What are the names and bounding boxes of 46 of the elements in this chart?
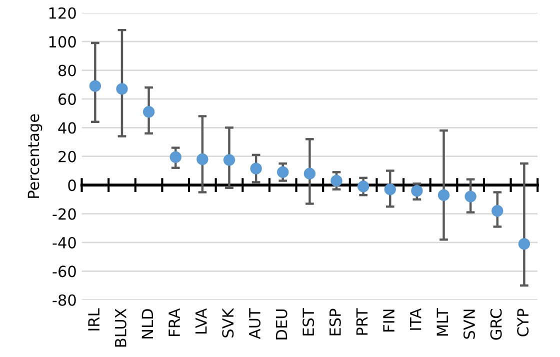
y-tick-label: 100 xyxy=(49,36,76,48)
point xyxy=(223,154,236,166)
y-tick-label: -80 xyxy=(52,294,76,306)
x-tick-label: ITA xyxy=(410,308,422,330)
x-tick-label: FIN xyxy=(383,310,394,332)
x-tick-label: IRL xyxy=(88,308,100,330)
y-tick-label: 60 xyxy=(58,93,76,105)
y-tick-label: 80 xyxy=(58,64,76,76)
y-tick-label: 120 xyxy=(49,7,76,19)
x-tick-label: PRT xyxy=(356,308,368,335)
y-tick-label: -60 xyxy=(52,266,76,278)
point xyxy=(518,238,530,250)
x-tick-label: GRC xyxy=(490,309,502,340)
y-tick-label: -40 xyxy=(52,236,76,248)
point xyxy=(492,205,504,217)
y-tick-label: 0 xyxy=(68,180,76,192)
x-tick-label: AUT xyxy=(249,308,260,340)
point xyxy=(116,83,128,95)
x-tick-label: MLT xyxy=(436,308,448,336)
point xyxy=(250,162,262,174)
x-tick-label: ESP xyxy=(329,308,341,336)
point xyxy=(357,180,370,192)
x-tick-label: SVK xyxy=(222,308,234,338)
x-tick-label: NLD xyxy=(142,309,154,338)
x-tick-label: LVA xyxy=(196,308,207,334)
point xyxy=(196,153,208,166)
point xyxy=(384,184,396,196)
y-tick-label: 40 xyxy=(58,122,76,134)
x-tick-label: DEU xyxy=(276,310,288,340)
x-tick-label: SVN xyxy=(463,310,475,339)
point xyxy=(277,166,289,178)
y-tick-label: 20 xyxy=(58,150,76,162)
point xyxy=(170,151,182,163)
point xyxy=(142,106,155,118)
y-axis-title: Percentage xyxy=(28,114,42,198)
x-tick-label: EST xyxy=(302,308,314,336)
x-tick-label: FRA xyxy=(168,308,180,336)
point xyxy=(304,168,316,180)
x-tick-label: BLUX xyxy=(115,308,126,347)
point xyxy=(411,184,423,197)
point xyxy=(438,189,450,201)
point xyxy=(330,174,342,187)
point xyxy=(464,190,476,202)
point xyxy=(89,80,102,92)
y-tick-label: -20 xyxy=(52,208,76,220)
x-tick-label: CYP xyxy=(517,308,529,336)
